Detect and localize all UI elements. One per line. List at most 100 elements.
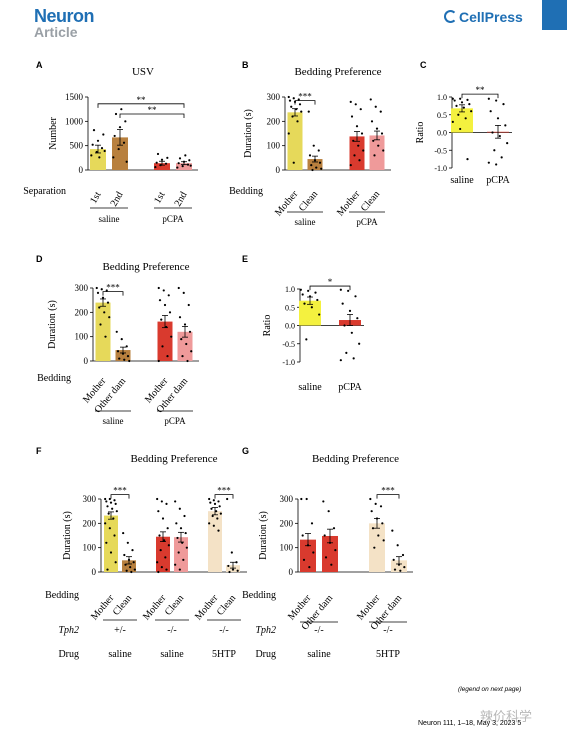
panel-f-data-point [212,524,215,527]
panel-g-data-point [379,505,383,508]
panel-g-data-point [323,534,326,537]
panel-f-data-point [161,517,165,520]
panel-d-data-point [125,345,128,348]
panel-e-y-tick-label: 1.0 [285,285,295,294]
panel-g-data-point [401,553,405,557]
panel-f-data-point [167,544,170,547]
panel-d-bar [95,302,111,361]
panel-f-data-point [130,570,133,574]
panel-b-y-label: Duration (s) [243,109,254,158]
panel-c-data-point [496,117,500,120]
panel-b-data-point [359,108,362,111]
panel-c-data-point [498,134,501,138]
panel-g-y-tick-label: 200 [280,518,294,528]
panel-a-data-point [95,150,98,154]
panel-e-data-point [350,331,353,334]
panel-e-data-point [339,359,342,362]
panel-f-data-point [105,500,108,503]
panel-f-bar [208,511,222,572]
panel-f-title: Bedding Preference [130,453,217,465]
panel-f-bar [174,537,188,572]
panel-g-extra-row-value: saline [307,649,331,660]
panel-e-data-point [343,324,346,327]
panel-f-data-point [215,510,218,513]
panel-f-data-point [126,541,129,544]
panel-a-data-point [184,154,187,157]
panel-f-data-point [185,546,188,549]
panel-f-data-point [125,569,128,572]
panel-f-data-point [132,561,135,564]
panel-b-data-point [317,149,320,152]
panel-f-data-point [124,563,127,566]
panel-g-data-point [391,529,394,532]
panel-d-data-point [96,291,100,294]
panel-d-data-point [104,335,107,338]
panel-d-y-tick-label: 200 [75,307,89,317]
panel-g-data-point [397,563,401,566]
panel-a-data-point [188,159,191,162]
panel-c-significance-bracket [461,93,499,99]
panel-b-data-point [320,167,323,170]
panel-d-data-point [118,357,121,360]
panel-f-bar [122,560,136,572]
panel-f-data-point [164,556,167,559]
panel-d-significance-bracket [102,291,124,296]
panel-d-group-label: pCPA [164,416,186,426]
panel-a-data-point [118,126,122,129]
panel-c-data-point [466,158,469,161]
panel-d-bar [157,321,173,361]
panel-e-data-point [316,298,319,302]
panel-b-data-point [297,98,300,101]
panel-e-category-label: saline [298,382,322,393]
panel-e-y-tick-label: 0.0 [285,322,295,331]
panel-f-data-point [108,497,111,501]
panel-d-data-point [108,316,111,319]
panel-f-data-point [218,505,221,508]
panel-f-data-point [104,497,107,501]
panel-f-data-point [178,568,181,571]
panel-a-data-point [189,164,192,167]
panel-d-data-point [180,338,183,341]
panel-b-data-point [313,159,317,162]
panel-b-y-tick-label: 100 [267,141,281,151]
panel-b-data-point [379,110,382,113]
panel-c-data-point [460,101,464,104]
panel-a-data-point [160,158,164,161]
panel-f-extra-row-value: 5HTP [212,649,236,660]
panel-g-data-point [369,497,372,501]
panel-d-data-point [188,330,192,333]
panel-c-data-point [487,97,490,100]
panel-a-significance-bracket [119,113,185,119]
panel-c-data-point [451,97,454,100]
legend-note: (legend on next page) [458,686,522,693]
panel-f-significance-label: *** [217,486,231,496]
panel-b-data-point [312,144,315,147]
panel-b-data-point [290,105,293,108]
panel-a-group-label: saline [99,214,120,224]
panel-b-bar [349,136,365,170]
panel-f-category-label: Clean [215,593,238,618]
panel-g-extra-row-value: 5HTP [376,649,400,660]
panel-d-data-point [162,289,165,292]
panel-f-data-point [114,502,117,505]
panel-d-data-point [166,355,169,358]
panel-g-data-point [327,510,330,513]
panel-a-y-tick-label: 500 [70,141,84,151]
panel-d-data-point [157,286,160,290]
panel-f-significance-bracket [214,494,234,499]
panel-a-row-label: Separation [23,186,66,197]
panel-a-y-tick-label: 1000 [65,116,84,126]
panel-g-data-point [322,500,325,503]
panel-b-data-point [382,149,385,152]
panel-a-data-point [178,157,182,160]
panel-b-data-point [349,164,352,167]
panel-a-title: USV [132,66,154,78]
panel-d-data-point [181,355,184,358]
panel-d-data-point [123,358,126,361]
panel-c-data-point [495,99,498,102]
panel-f-data-point [165,568,168,571]
panel-d-y-tick-label: 0 [84,356,89,366]
panel-f-data-point [159,549,162,552]
panel-b-bar [287,112,303,170]
panel-g-bar [391,560,407,572]
